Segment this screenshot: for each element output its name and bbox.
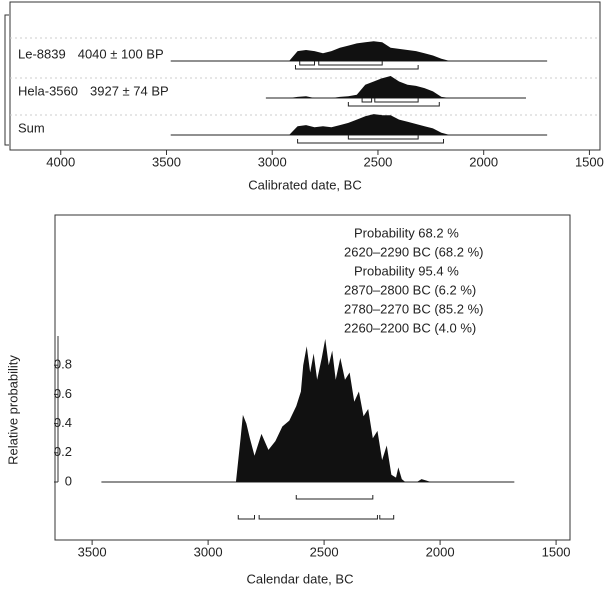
range-bracket	[297, 139, 445, 144]
x-tick-label: 2000	[469, 154, 498, 169]
y-tick-label: 0	[65, 473, 72, 488]
x-tick-label: 3500	[152, 154, 181, 169]
x-axis-label: Calendar date, BC	[247, 571, 354, 586]
range-bracket	[379, 515, 395, 520]
range-bracket	[294, 65, 419, 70]
x-tick-label: 3000	[194, 544, 223, 559]
y-tick-label: 0.6	[54, 386, 72, 401]
row-label: Sum	[18, 120, 45, 135]
interval-title: Probability 68.2 %	[354, 225, 459, 240]
row-date: 3927 ± 74 BP	[90, 83, 169, 98]
x-tick-label: 2000	[426, 544, 455, 559]
interval-title: Probability 95.4 %	[354, 263, 459, 278]
row-date: 4040 ± 100 BP	[78, 46, 164, 61]
range-bracket	[299, 61, 316, 66]
range-bracket	[347, 135, 419, 140]
bottom-frame	[54, 214, 571, 541]
x-tick-label: 2500	[310, 544, 339, 559]
range-bracket	[318, 61, 383, 66]
y-tick-label: 0.4	[54, 415, 72, 430]
interval-label: 2620–2290 BC (68.2 %)	[344, 244, 483, 259]
x-tick-label: 3000	[258, 154, 287, 169]
interval-label: 2260–2200 BC (4.0 %)	[344, 320, 476, 335]
x-axis-label: Calibrated date, BC	[248, 177, 361, 192]
range-bracket	[361, 98, 373, 103]
row-label: Hela-3560	[18, 83, 78, 98]
group-bracket	[4, 14, 9, 146]
y-tick-label: 0.2	[54, 444, 72, 459]
range-bracket	[295, 495, 374, 500]
distribution	[235, 338, 431, 482]
x-tick-label: 4000	[46, 154, 75, 169]
interval-label: 2870–2800 BC (6.2 %)	[344, 282, 476, 297]
distribution	[289, 76, 450, 98]
y-axis-label: Relative probability	[5, 355, 20, 465]
range-bracket	[237, 515, 256, 520]
x-tick-label: 3500	[78, 544, 107, 559]
range-bracket	[258, 515, 378, 520]
range-bracket	[347, 102, 440, 107]
interval-label: 2780–2270 BC (85.2 %)	[344, 301, 483, 316]
x-tick-label: 1500	[575, 154, 604, 169]
x-tick-label: 1500	[542, 544, 571, 559]
top-frame	[9, 1, 601, 151]
distribution	[289, 41, 450, 61]
x-tick-label: 2500	[363, 154, 392, 169]
y-tick-label: 0.8	[54, 357, 72, 372]
row-label: Le-8839	[18, 46, 66, 61]
distribution	[289, 114, 450, 135]
range-bracket	[374, 98, 419, 103]
